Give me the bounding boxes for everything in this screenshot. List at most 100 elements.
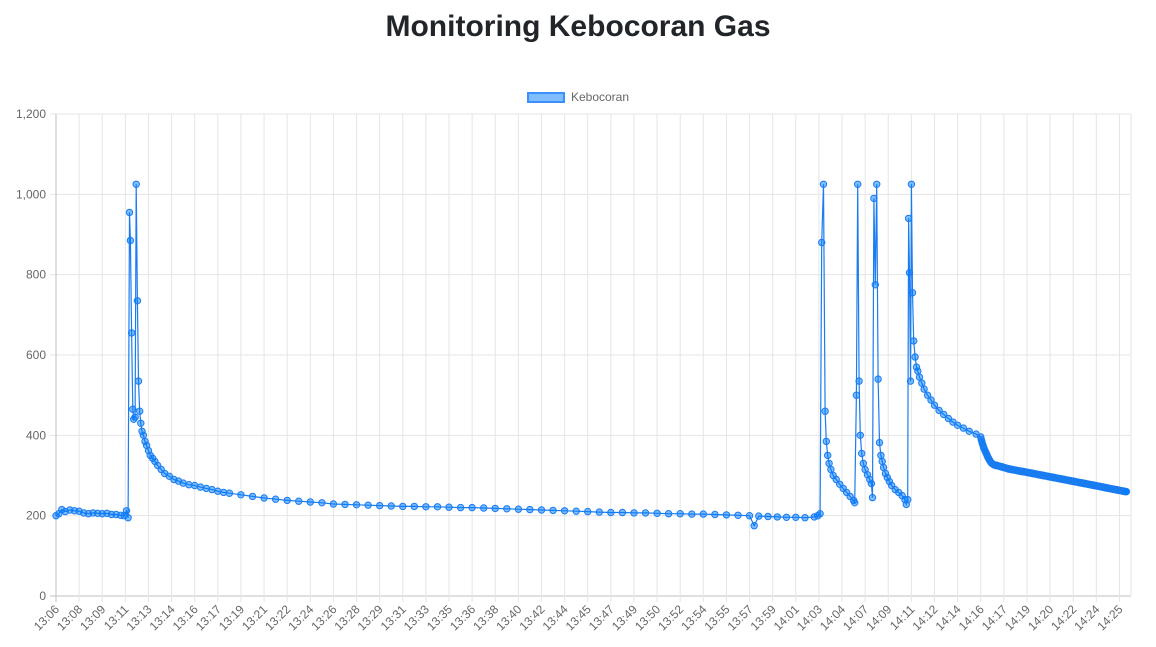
data-point bbox=[1122, 487, 1131, 496]
data-point bbox=[225, 489, 234, 497]
data-point bbox=[503, 505, 511, 513]
data-point bbox=[927, 396, 935, 404]
x-tick-label: 14:17 bbox=[979, 602, 1010, 633]
data-point bbox=[959, 424, 968, 432]
data-point bbox=[641, 509, 650, 517]
legend[interactable]: Kebocoran bbox=[0, 90, 1156, 104]
x-tick-label: 13:49 bbox=[609, 602, 640, 633]
data-point bbox=[855, 377, 863, 385]
data-point bbox=[295, 497, 303, 505]
data-point bbox=[630, 509, 638, 517]
x-tick-label: 13:52 bbox=[655, 602, 686, 633]
legend-label-kebocoran[interactable]: Kebocoran bbox=[570, 90, 630, 104]
y-axis: 0 200 400 600 800 1,000 1,200 bbox=[16, 107, 46, 603]
x-tick-label: 14:07 bbox=[840, 602, 871, 633]
data-point bbox=[825, 459, 833, 468]
data-point bbox=[914, 367, 922, 375]
data-point bbox=[822, 437, 830, 446]
data-point bbox=[854, 180, 862, 189]
grid bbox=[50, 113, 1132, 602]
data-point bbox=[491, 504, 499, 513]
data-point bbox=[137, 419, 145, 427]
data-point bbox=[129, 405, 137, 413]
data-point bbox=[915, 373, 924, 381]
legend-swatch[interactable] bbox=[526, 91, 565, 103]
y-tick-label: 800 bbox=[26, 268, 46, 282]
data-point bbox=[237, 491, 245, 499]
x-tick-label: 13:55 bbox=[701, 602, 732, 633]
data-point bbox=[764, 512, 772, 521]
x-tick-label: 14:09 bbox=[863, 602, 894, 633]
data-point bbox=[364, 501, 372, 509]
data-point bbox=[480, 504, 488, 512]
x-tick-label: 14:25 bbox=[1094, 602, 1125, 633]
x-tick-label: 14:19 bbox=[1002, 602, 1033, 633]
x-tick-label: 13:29 bbox=[355, 602, 386, 633]
data-point bbox=[283, 496, 291, 505]
data-point bbox=[773, 513, 781, 521]
data-point bbox=[376, 501, 384, 510]
data-point bbox=[126, 236, 135, 245]
x-tick-label: 13:14 bbox=[147, 602, 178, 633]
data-point bbox=[125, 208, 134, 217]
data-point bbox=[870, 194, 878, 203]
x-tick-label: 13:59 bbox=[748, 602, 779, 633]
data-point bbox=[131, 413, 139, 421]
x-tick-label: 13:40 bbox=[493, 602, 524, 633]
y-tick-label: 1,200 bbox=[16, 107, 46, 121]
x-tick-label: 13:22 bbox=[262, 602, 293, 633]
data-point bbox=[136, 407, 144, 415]
x-tick-label: 13:09 bbox=[77, 602, 108, 633]
data-point bbox=[526, 505, 534, 514]
data-point bbox=[858, 449, 866, 458]
data-point bbox=[867, 479, 876, 488]
data-point bbox=[514, 505, 523, 513]
data-point bbox=[873, 180, 881, 189]
data-point bbox=[874, 375, 882, 383]
data-point bbox=[127, 329, 136, 337]
data-point bbox=[572, 507, 580, 515]
x-tick-label: 13:24 bbox=[285, 602, 316, 633]
data-point bbox=[584, 507, 592, 516]
data-point bbox=[549, 506, 557, 515]
data-point bbox=[260, 494, 268, 502]
x-tick-label: 13:33 bbox=[401, 602, 432, 633]
data-point bbox=[399, 502, 407, 511]
x-tick-label: 14:04 bbox=[817, 602, 848, 633]
x-tick-label: 13:17 bbox=[193, 602, 224, 633]
data-point bbox=[878, 457, 886, 466]
x-tick-label: 13:08 bbox=[54, 602, 85, 633]
x-tick-label: 13:06 bbox=[31, 602, 62, 633]
data-point bbox=[537, 506, 546, 514]
x-tick-label: 13:26 bbox=[308, 602, 339, 633]
data-point bbox=[653, 509, 661, 517]
data-point bbox=[920, 385, 928, 393]
data-point bbox=[468, 503, 476, 512]
data-point bbox=[782, 513, 791, 521]
x-tick-label: 14:14 bbox=[933, 602, 964, 633]
data-point bbox=[904, 214, 913, 223]
data-point bbox=[134, 377, 143, 385]
data-point bbox=[699, 510, 707, 518]
data-point bbox=[953, 421, 962, 429]
data-point bbox=[688, 510, 696, 518]
data-point bbox=[827, 465, 835, 474]
data-point bbox=[607, 508, 615, 517]
data-point bbox=[445, 503, 453, 511]
data-point bbox=[410, 502, 418, 511]
series-points-kebocoran bbox=[52, 180, 1131, 530]
data-point bbox=[907, 180, 916, 189]
data-point bbox=[139, 431, 148, 439]
data-point bbox=[676, 510, 684, 518]
data-point bbox=[871, 281, 879, 289]
data-point bbox=[618, 508, 627, 517]
data-point bbox=[387, 502, 395, 510]
x-tick-label: 13:47 bbox=[586, 602, 617, 633]
data-point bbox=[905, 269, 914, 277]
data-point bbox=[755, 512, 763, 520]
x-tick-label: 13:35 bbox=[424, 602, 455, 633]
data-point bbox=[248, 492, 257, 501]
x-tick-label: 14:12 bbox=[909, 602, 940, 633]
data-point bbox=[832, 475, 840, 484]
